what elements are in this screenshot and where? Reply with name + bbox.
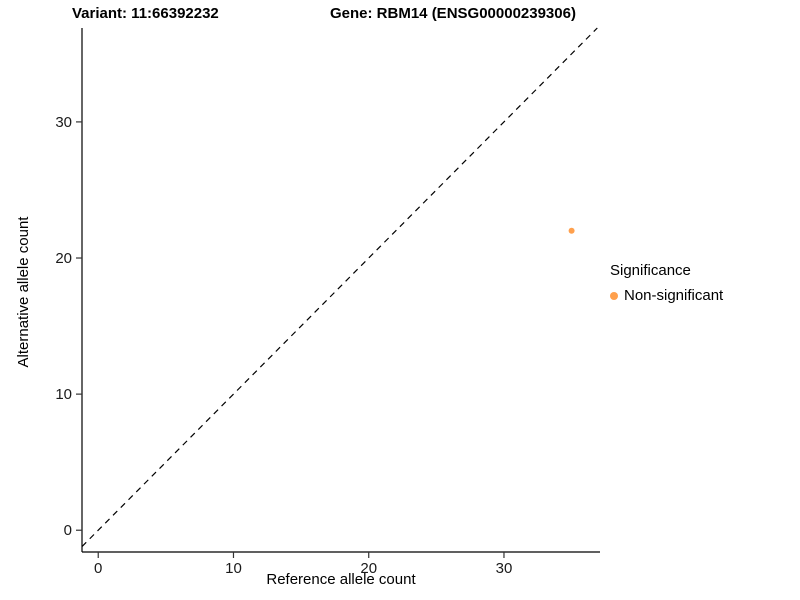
svg-text:10: 10 bbox=[55, 386, 72, 403]
plot-title-variant: Variant: 11:66392232 bbox=[72, 5, 219, 22]
svg-text:20: 20 bbox=[360, 560, 377, 577]
legend-point-icon bbox=[610, 291, 618, 300]
svg-text:20: 20 bbox=[55, 250, 72, 267]
legend: Significance Non-significant bbox=[610, 262, 723, 304]
svg-text:0: 0 bbox=[94, 560, 102, 577]
svg-text:0: 0 bbox=[64, 522, 72, 539]
legend-title: Significance bbox=[610, 262, 691, 279]
legend-entry: Non-significant bbox=[610, 287, 723, 304]
legend-entry-label: Non-significant bbox=[624, 287, 724, 304]
svg-text:30: 30 bbox=[55, 114, 72, 131]
svg-text:10: 10 bbox=[225, 560, 242, 577]
x-axis-label: Reference allele count bbox=[266, 571, 416, 588]
svg-text:30: 30 bbox=[496, 560, 513, 577]
plot-title-gene: Gene: RBM14 (ENSG00000239306) bbox=[330, 5, 576, 22]
